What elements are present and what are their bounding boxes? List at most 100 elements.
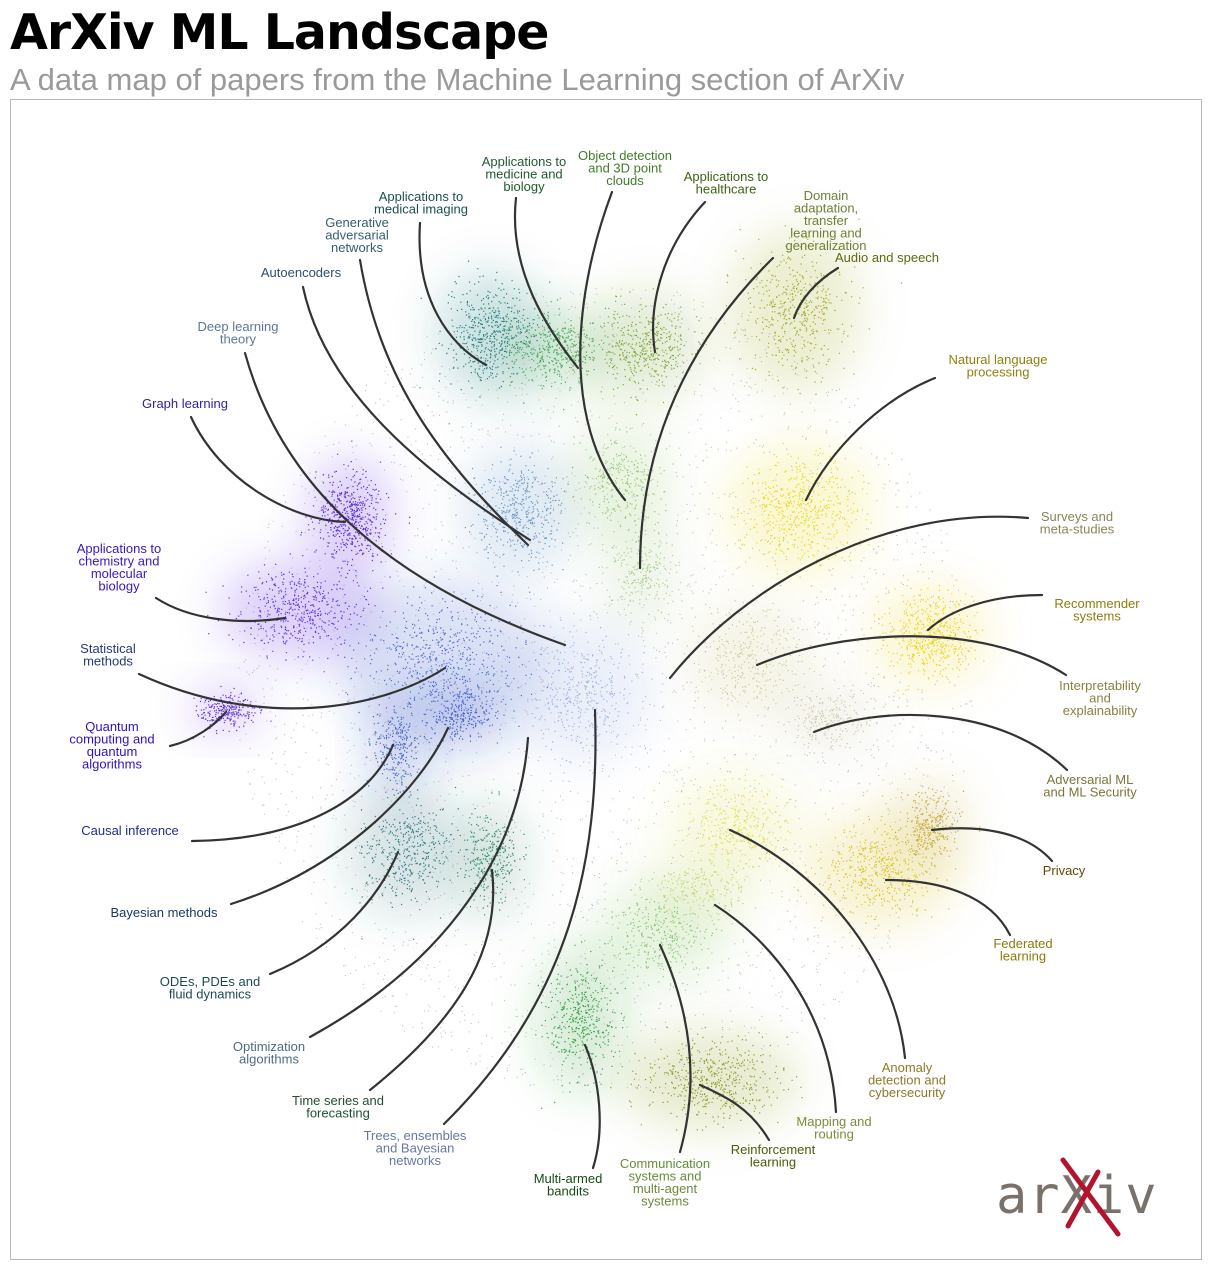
topic-label-mapping[interactable]: Mapping and routing (796, 1114, 871, 1142)
topic-label-anomaly[interactable]: Anomaly detection and cybersecurity (868, 1060, 946, 1100)
topic-label-line: systems and (629, 1169, 702, 1184)
topic-label-line: Natural language (948, 352, 1047, 367)
leader-line-bandits (583, 1043, 601, 1170)
topic-label-line: Privacy (1043, 863, 1086, 878)
topic-label-line: routing (814, 1127, 854, 1142)
arxiv-logo-x-stroke (1060, 1157, 1121, 1237)
leader-line-optimization (308, 736, 530, 1039)
leader-line-medical-imaging (418, 221, 488, 367)
topic-label-line: Reinforcement (731, 1142, 816, 1157)
cluster-point-group (449, 791, 527, 916)
topic-label-gan[interactable]: Generative adversarial networks (325, 215, 389, 255)
topic-label-object-detection[interactable]: Object detection and 3D point clouds (578, 148, 672, 188)
topic-label-rl[interactable]: Reinforcement learning (731, 1142, 816, 1170)
topic-label-line: molecular (91, 566, 148, 581)
topic-label-line: fluid dynamics (169, 987, 252, 1002)
topic-label-line: Communication (620, 1156, 710, 1171)
cluster-halo (535, 945, 625, 1095)
leader-line-object-detection (579, 190, 627, 502)
leader-line-recommender (926, 593, 1044, 632)
topic-label-line: Optimization (233, 1039, 305, 1054)
topic-label-privacy[interactable]: Privacy (1043, 863, 1086, 878)
cluster-point-group (455, 446, 588, 573)
cluster-point-group (797, 795, 957, 934)
topic-label-line: and ML Security (1043, 785, 1137, 800)
topic-label-chemistry[interactable]: Applications to chemistry and molecular bio… (77, 541, 162, 594)
leader-line-graph-learning (189, 415, 347, 524)
cluster-halo (365, 685, 425, 805)
topic-label-causal[interactable]: Causal inference (81, 823, 179, 838)
topic-label-graph-learning[interactable]: Graph learning (142, 396, 228, 411)
topic-label-line: networks (331, 240, 384, 255)
leader-lines (137, 190, 1069, 1170)
topic-label-line: learning (750, 1155, 796, 1170)
cluster-halo (892, 780, 968, 870)
topic-label-line: detection and (868, 1073, 946, 1088)
topic-label-healthcare[interactable]: Applications to healthcare (684, 169, 769, 197)
cluster-halo (585, 288, 705, 402)
map-frame (10, 99, 1202, 1260)
page-subtitle: A data map of papers from the Machine Le… (10, 62, 905, 97)
leader-line-nlp (804, 376, 937, 502)
topic-label-odes[interactable]: ODEs, PDEs and fluid dynamics (160, 974, 260, 1002)
topic-label-line: adaptation, (794, 201, 858, 216)
topic-label-federated[interactable]: Federated learning (993, 936, 1052, 964)
cluster-point-group (192, 685, 272, 740)
topic-label-domain-adaptation[interactable]: Domain adaptation, transfer learning and gen… (786, 188, 867, 253)
topic-label-optimization[interactable]: Optimization algorithms (233, 1039, 305, 1067)
topic-label-comm-systems[interactable]: Communication systems and multi-agent syste… (620, 1156, 710, 1209)
cluster-halo (415, 677, 505, 753)
leader-line-interpretability (755, 635, 1068, 677)
topic-label-recommender[interactable]: Recommender systems (1054, 596, 1140, 624)
cluster-halo (460, 442, 580, 578)
topic-label-line: Federated (993, 936, 1052, 951)
topic-label-medical-imaging[interactable]: Applications to medical imaging (374, 189, 468, 217)
topic-label-nlp[interactable]: Natural language processing (948, 352, 1047, 380)
topic-label-autoencoders[interactable]: Autoencoders (261, 265, 342, 280)
cluster-halo (620, 1027, 800, 1133)
topic-label-bandits[interactable]: Multi-armed bandits (534, 1171, 603, 1199)
cluster-halos (187, 227, 990, 1133)
topic-label-line: biology (503, 179, 545, 194)
topic-label-line: Bayesian methods (111, 905, 218, 920)
leader-line-adversarial (812, 713, 1069, 772)
page-title: ArXiv ML Landscape (10, 4, 550, 61)
topic-label-time-series[interactable]: Time series and forecasting (292, 1093, 384, 1121)
topic-label-trees[interactable]: Trees, ensembles and Bayesian networks (364, 1128, 467, 1168)
topic-label-surveys[interactable]: Surveys and meta-studies (1040, 509, 1115, 537)
topic-label-quantum[interactable]: Quantum computing and quantum algorithms (69, 719, 154, 772)
cluster-point-group (889, 787, 981, 881)
topic-label-interpretability[interactable]: Interpretability and explainability (1059, 678, 1141, 718)
cluster-halo (567, 420, 673, 540)
topic-label-line: ODEs, PDEs and (160, 974, 260, 989)
topic-label-line: Generative (325, 215, 389, 230)
leader-line-anomaly (728, 828, 907, 1060)
topic-label-line: clouds (606, 173, 644, 188)
topic-label-line: Interpretability (1059, 678, 1141, 693)
topic-label-line: Audio and speech (835, 250, 939, 265)
cluster-halo (640, 852, 760, 928)
topic-label-statistical[interactable]: Statistical methods (80, 641, 136, 669)
topic-label-audio-speech[interactable]: Audio and speech (835, 250, 939, 265)
cluster-halo (505, 615, 655, 765)
topic-label-line: forecasting (306, 1106, 370, 1121)
leader-line-dl-theory (243, 351, 567, 647)
topic-label-dl-theory[interactable]: Deep learning theory (198, 319, 279, 347)
topic-label-bayesian[interactable]: Bayesian methods (111, 905, 218, 920)
arxiv-logo: arXiv (996, 1157, 1157, 1237)
topic-label-line: Statistical (80, 641, 136, 656)
cluster-halo (452, 800, 528, 920)
leader-line-causal (190, 743, 395, 843)
cluster-point-group (358, 692, 428, 793)
topic-label-line: learning (1000, 949, 1046, 964)
cluster-point-group (729, 437, 872, 573)
topic-label-line: medical imaging (374, 202, 468, 217)
topic-label-line: and 3D point (588, 161, 662, 176)
topic-label-medicine-biology[interactable]: Applications to medicine and biology (482, 154, 567, 194)
topic-label-adversarial[interactable]: Adversarial ML and ML Security (1043, 772, 1137, 800)
topic-label-line: processing (967, 365, 1030, 380)
topic-label-line: Domain (804, 188, 849, 203)
leader-line-trees (442, 708, 597, 1126)
cluster-halo (777, 682, 883, 758)
